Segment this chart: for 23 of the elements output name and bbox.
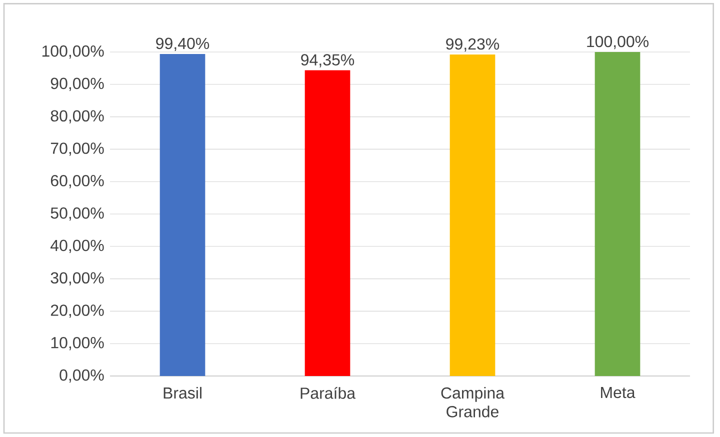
x-tick-label: Brasil [164, 386, 202, 399]
y-tick-label: 40,00% [50, 240, 104, 254]
y-tick-label: 80,00% [50, 110, 104, 124]
y-tick-label: 50,00% [50, 207, 104, 221]
data-label: 99,40% [156, 38, 210, 52]
bar [160, 54, 206, 376]
y-tick-label: 100,00% [42, 45, 104, 59]
y-tick-label: 30,00% [50, 272, 104, 286]
bar [450, 54, 496, 376]
bar [594, 52, 640, 376]
x-tick-label: Meta [601, 386, 636, 398]
y-tick-label: 10,00% [51, 336, 104, 350]
y-tick-label: 0,00% [60, 369, 104, 383]
y-tick-label: 20,00% [50, 304, 104, 318]
x-tick-label: Campina Grande [441, 386, 504, 418]
bar [304, 70, 350, 376]
x-tick-label: Paraíba [300, 386, 356, 399]
y-tick-label: 70,00% [50, 142, 104, 156]
y-tick-label: 60,00% [50, 174, 104, 188]
data-label: 94,35% [301, 54, 354, 68]
data-label: 99,23% [446, 38, 500, 52]
data-label: 100,00% [587, 36, 649, 50]
y-tick-label: 90,00% [50, 78, 104, 92]
